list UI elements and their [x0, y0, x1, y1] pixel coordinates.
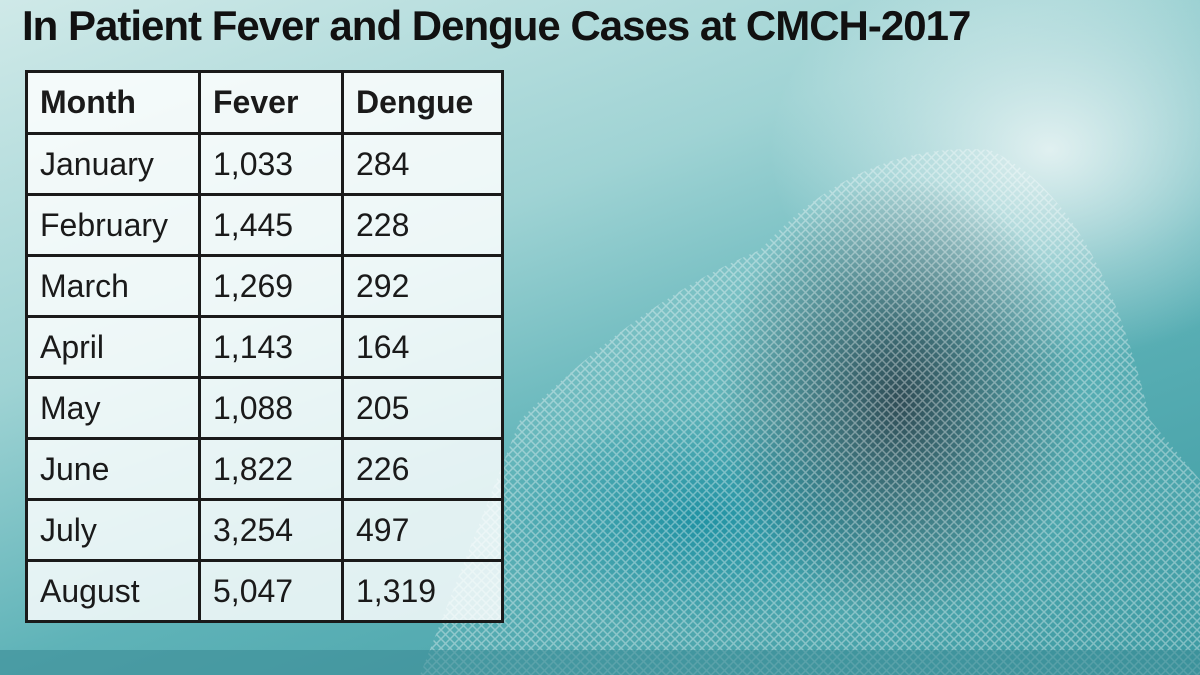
table-cell: 1,445	[198, 193, 344, 257]
table-cell: 1,319	[341, 559, 504, 623]
title: In Patient Fever and Dengue Cases at CMC…	[22, 2, 971, 49]
table-cell: 228	[341, 193, 504, 257]
table-cell: 497	[341, 498, 504, 562]
table-row: March 1,269 292	[25, 254, 504, 318]
table-row: May 1,088 205	[25, 376, 504, 440]
table-cell: February	[25, 193, 201, 257]
header-cell: Month	[25, 70, 201, 135]
table-cell: 292	[341, 254, 504, 318]
table-cell: 1,143	[198, 315, 344, 379]
table-cell: 1,822	[198, 437, 344, 501]
data-table: Month Fever Dengue January 1,033 284 February…	[25, 70, 504, 623]
table-cell: 5,047	[198, 559, 344, 623]
table-row: January 1,033 284	[25, 132, 504, 196]
table-cell: 1,269	[198, 254, 344, 318]
header-row: Month Fever Dengue	[25, 70, 504, 135]
table-cell: 284	[341, 132, 504, 196]
table-cell: July	[25, 498, 201, 562]
table-cell: 1,033	[198, 132, 344, 196]
table-cell: March	[25, 254, 201, 318]
table-cell: 205	[341, 376, 504, 440]
table-row: April 1,143 164	[25, 315, 504, 379]
table-cell: 164	[341, 315, 504, 379]
table-cell: 3,254	[198, 498, 344, 562]
table-cell: May	[25, 376, 201, 440]
table-cell: June	[25, 437, 201, 501]
table-row: July 3,254 497	[25, 498, 504, 562]
table-cell: 226	[341, 437, 504, 501]
table-row: June 1,822 226	[25, 437, 504, 501]
table-row: August 5,047 1,319	[25, 559, 504, 623]
mosquito-net	[420, 149, 1200, 675]
table-cell: April	[25, 315, 201, 379]
table-cell: 1,088	[198, 376, 344, 440]
table-row: February 1,445 228	[25, 193, 504, 257]
header-cell: Fever	[198, 70, 344, 135]
table-cell: January	[25, 132, 201, 196]
table-body: January 1,033 284 February 1,445 228 March 1,26…	[25, 132, 504, 623]
floor-band	[0, 650, 1200, 675]
header-cell: Dengue	[341, 70, 504, 135]
table-cell: August	[25, 559, 201, 623]
